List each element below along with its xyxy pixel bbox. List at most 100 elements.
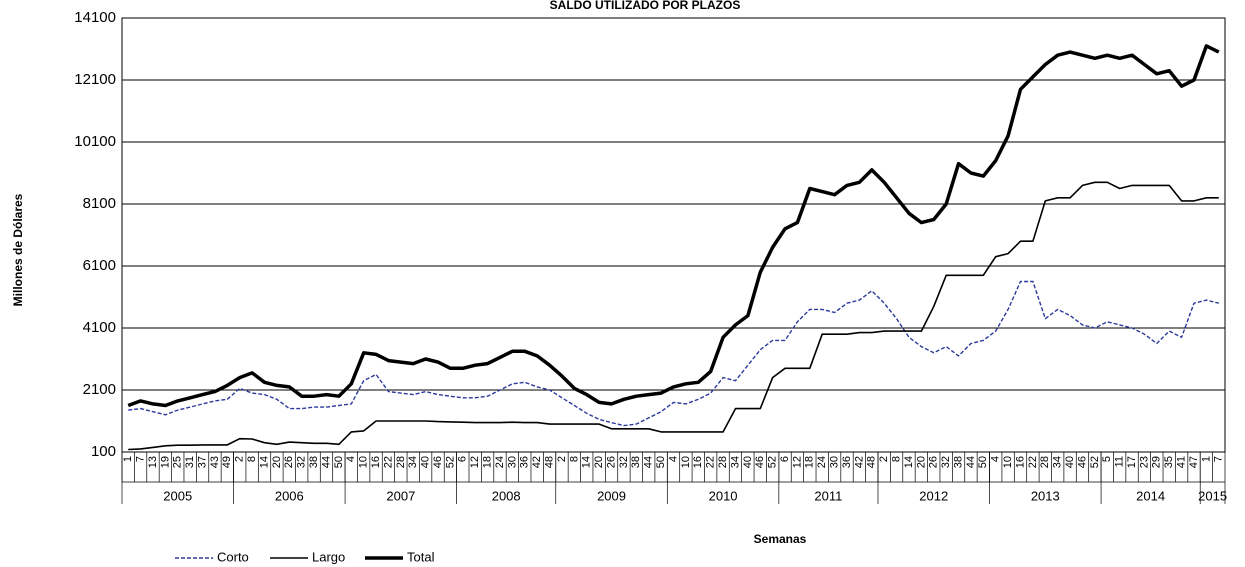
x-tick-label: 44 [965, 456, 977, 468]
x-tick-label: 1 [1200, 456, 1212, 462]
x-tick-label: 36 [841, 456, 853, 468]
x-tick-label: 49 [221, 456, 233, 468]
x-tick-label: 40 [420, 456, 432, 468]
x-tick-label: 10 [358, 456, 370, 468]
plot-border [121, 17, 1226, 453]
year-label: 2011 [814, 488, 842, 503]
x-tick-label: 10 [680, 456, 692, 468]
legend-label: Corto [217, 549, 249, 564]
year-label: 2015 [1198, 488, 1227, 503]
x-tick-label: 24 [494, 456, 506, 468]
x-tick-label: 52 [767, 456, 779, 468]
y-tick-label: 12100 [74, 71, 116, 88]
x-tick-label: 24 [816, 456, 828, 468]
x-tick-label: 14 [258, 456, 270, 468]
x-tick-label: 4 [990, 456, 1002, 462]
x-axis-label: Semanas [754, 532, 807, 546]
x-tick-label: 34 [729, 456, 741, 468]
series-line [127, 44, 1220, 408]
x-tick-label: 8 [246, 456, 258, 462]
x-tick-label: 37 [196, 456, 208, 468]
series-line [128, 280, 1219, 427]
x-tick-label: 26 [283, 456, 295, 468]
legend-label: Total [407, 549, 435, 564]
x-tick-label: 42 [531, 456, 543, 468]
year-label: 2009 [597, 488, 626, 503]
x-tick-label: 41 [1176, 456, 1188, 468]
x-tick-label: 6 [457, 456, 469, 462]
x-tick-label: 26 [605, 456, 617, 468]
x-tick-label: 32 [296, 456, 308, 468]
x-tick-label: 14 [903, 456, 915, 468]
x-tick-label: 32 [940, 456, 952, 468]
x-tick-label: 28 [395, 456, 407, 468]
x-tick-label: 34 [407, 456, 419, 468]
x-tick-label: 13 [147, 456, 159, 468]
x-tick-label: 50 [333, 456, 345, 468]
x-tick-label: 22 [382, 456, 394, 468]
legend-label: Largo [312, 549, 345, 564]
y-tick-label: 14100 [74, 9, 116, 26]
x-tick-label: 34 [1052, 456, 1064, 468]
x-tick-label: 17 [1126, 456, 1138, 468]
x-tick-label: 46 [754, 456, 766, 468]
x-tick-label: 22 [1027, 456, 1039, 468]
year-label: 2014 [1136, 488, 1165, 503]
x-tick-label: 7 [1213, 456, 1225, 462]
y-tick-label: 10100 [74, 133, 116, 150]
x-tick-label: 28 [1039, 456, 1051, 468]
year-label: 2005 [163, 488, 192, 503]
x-tick-label: 6 [779, 456, 791, 462]
x-tick-label: 8 [568, 456, 580, 462]
year-label: 2013 [1031, 488, 1060, 503]
x-tick-label: 38 [630, 456, 642, 468]
x-tick-label: 4 [667, 456, 679, 462]
x-tick-label: 48 [543, 456, 555, 468]
y-tick-label: 4100 [83, 319, 116, 336]
x-tick-label: 26 [928, 456, 940, 468]
x-tick-label: 5 [1101, 456, 1113, 462]
x-tick-label: 40 [742, 456, 754, 468]
x-tick-label: 19 [159, 456, 171, 468]
year-label: 2010 [709, 488, 738, 503]
year-label: 2007 [386, 488, 415, 503]
x-tick-label: 2 [556, 456, 568, 462]
y-axis-label: Millones de Dólares [11, 193, 25, 306]
x-tick-label: 31 [184, 456, 196, 468]
x-tick-label: 2 [878, 456, 890, 462]
y-tick-label: 2100 [83, 381, 116, 398]
x-tick-label: 8 [890, 456, 902, 462]
x-tick-label: 22 [705, 456, 717, 468]
x-tick-label: 52 [1089, 456, 1101, 468]
x-tick-label: 36 [519, 456, 531, 468]
x-tick-label: 18 [482, 456, 494, 468]
x-tick-label: 7 [134, 456, 146, 462]
x-tick-label: 20 [271, 456, 283, 468]
x-tick-label: 16 [370, 456, 382, 468]
x-tick-label: 11 [1114, 456, 1126, 467]
x-tick-label: 18 [804, 456, 816, 468]
x-tick-label: 25 [172, 456, 184, 468]
x-tick-label: 52 [444, 456, 456, 468]
x-tick-label: 38 [952, 456, 964, 468]
x-tick-label: 44 [320, 456, 332, 468]
year-label: 2006 [275, 488, 304, 503]
y-tick-label: 100 [91, 443, 116, 460]
x-tick-label: 44 [643, 456, 655, 468]
x-tick-label: 50 [655, 456, 667, 468]
y-tick-label: 8100 [83, 195, 116, 212]
x-tick-label: 35 [1163, 456, 1175, 468]
x-tick-label: 40 [1064, 456, 1076, 468]
x-tick-label: 46 [432, 456, 444, 468]
x-tick-label: 16 [1014, 456, 1026, 468]
x-tick-label: 16 [692, 456, 704, 468]
x-tick-label: 30 [829, 456, 841, 468]
x-tick-label: 50 [977, 456, 989, 468]
chart-title: SALDO UTILIZADO POR PLAZOS [550, 0, 741, 12]
year-label: 2008 [492, 488, 521, 503]
x-tick-label: 12 [791, 456, 803, 468]
x-tick-label: 12 [469, 456, 481, 468]
x-tick-label: 42 [853, 456, 865, 468]
x-tick-label: 28 [717, 456, 729, 468]
